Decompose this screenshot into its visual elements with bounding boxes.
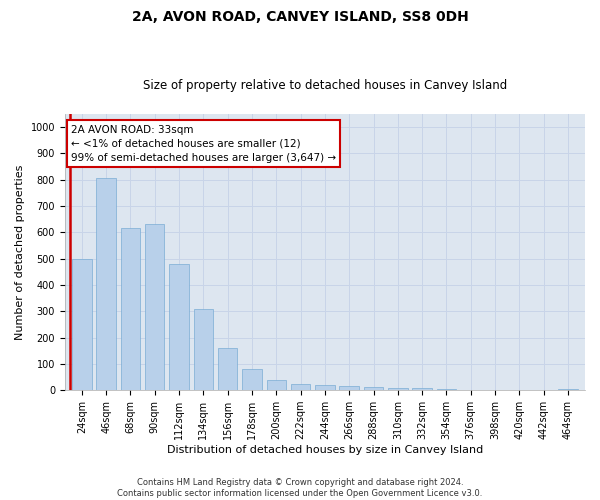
X-axis label: Distribution of detached houses by size in Canvey Island: Distribution of detached houses by size …: [167, 445, 483, 455]
Bar: [72, 258, 92, 390]
Bar: [388, 388, 407, 390]
Bar: [194, 309, 213, 390]
Text: 2A AVON ROAD: 33sqm
← <1% of detached houses are smaller (12)
99% of semi-detach: 2A AVON ROAD: 33sqm ← <1% of detached ho…: [71, 124, 336, 162]
Bar: [266, 380, 286, 390]
Bar: [340, 386, 359, 390]
Bar: [169, 264, 189, 390]
Text: Contains HM Land Registry data © Crown copyright and database right 2024.
Contai: Contains HM Land Registry data © Crown c…: [118, 478, 482, 498]
Text: 2A, AVON ROAD, CANVEY ISLAND, SS8 0DH: 2A, AVON ROAD, CANVEY ISLAND, SS8 0DH: [131, 10, 469, 24]
Bar: [242, 369, 262, 390]
Bar: [558, 389, 578, 390]
Bar: [412, 388, 432, 390]
Title: Size of property relative to detached houses in Canvey Island: Size of property relative to detached ho…: [143, 79, 507, 92]
Bar: [315, 386, 335, 390]
Bar: [364, 387, 383, 390]
Bar: [291, 384, 310, 390]
Bar: [218, 348, 238, 390]
Bar: [97, 178, 116, 390]
Bar: [145, 224, 164, 390]
Bar: [121, 228, 140, 390]
Y-axis label: Number of detached properties: Number of detached properties: [15, 164, 25, 340]
